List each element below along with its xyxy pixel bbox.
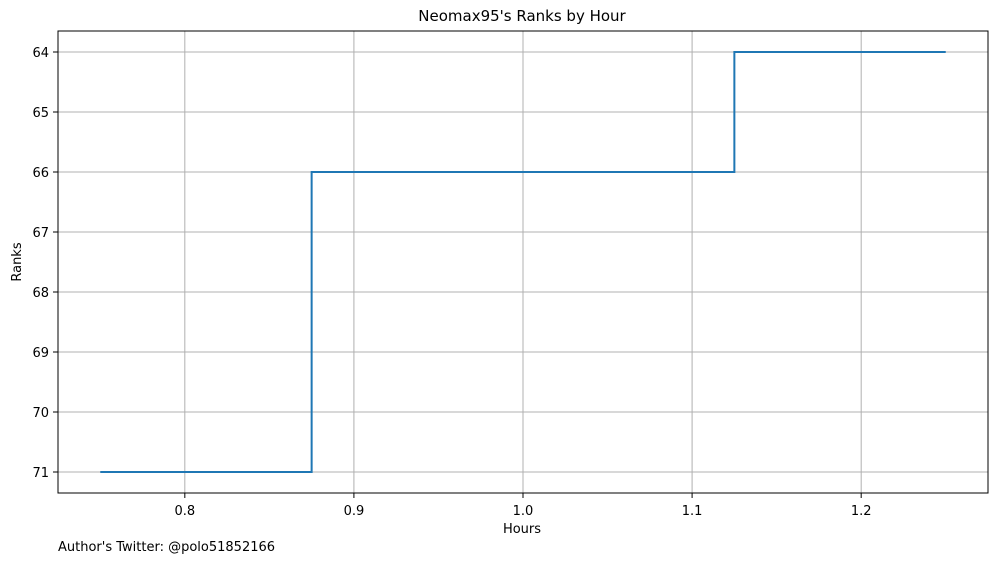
y-axis-label: Ranks <box>10 242 25 281</box>
y-ticks: 64 65 66 67 68 69 70 71 <box>32 46 58 481</box>
x-axis-label: Hours <box>503 522 541 537</box>
y-grid <box>58 51 988 473</box>
chart-title: Neomax95's Ranks by Hour <box>418 7 626 25</box>
y-tick-label: 65 <box>32 106 49 121</box>
y-tick-label: 64 <box>32 46 49 61</box>
y-tick-label: 66 <box>32 166 49 181</box>
y-tick-label: 69 <box>32 346 49 361</box>
series-line <box>100 51 946 473</box>
y-tick-label: 71 <box>32 466 49 481</box>
author-twitter-footnote: Author's Twitter: @polo51852166 <box>58 540 275 555</box>
x-tick-label: 1.2 <box>851 504 872 519</box>
x-tick-label: 1.1 <box>682 504 703 519</box>
y-tick-label: 67 <box>32 226 49 241</box>
y-tick-label: 70 <box>32 406 49 421</box>
x-tick-label: 1.0 <box>513 504 534 519</box>
x-grid <box>184 31 862 493</box>
x-tick-label: 0.9 <box>344 504 365 519</box>
y-tick-label: 68 <box>32 286 49 301</box>
x-tick-label: 0.8 <box>174 504 195 519</box>
x-ticks: 0.8 0.9 1.0 1.1 1.2 <box>174 493 872 519</box>
